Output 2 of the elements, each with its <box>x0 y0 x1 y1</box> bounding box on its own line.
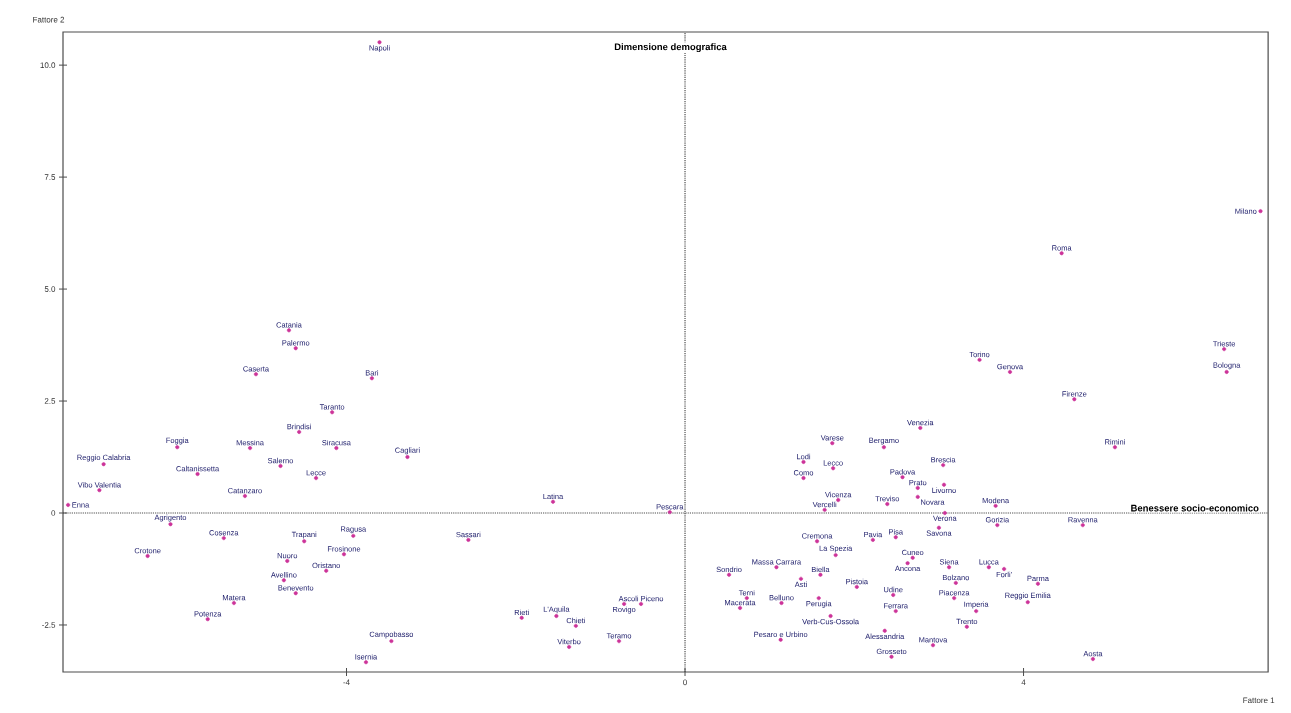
ref-line-label: Dimensione demografica <box>614 43 727 53</box>
ref-line-label: Benessere socio-economico <box>1131 504 1259 512</box>
